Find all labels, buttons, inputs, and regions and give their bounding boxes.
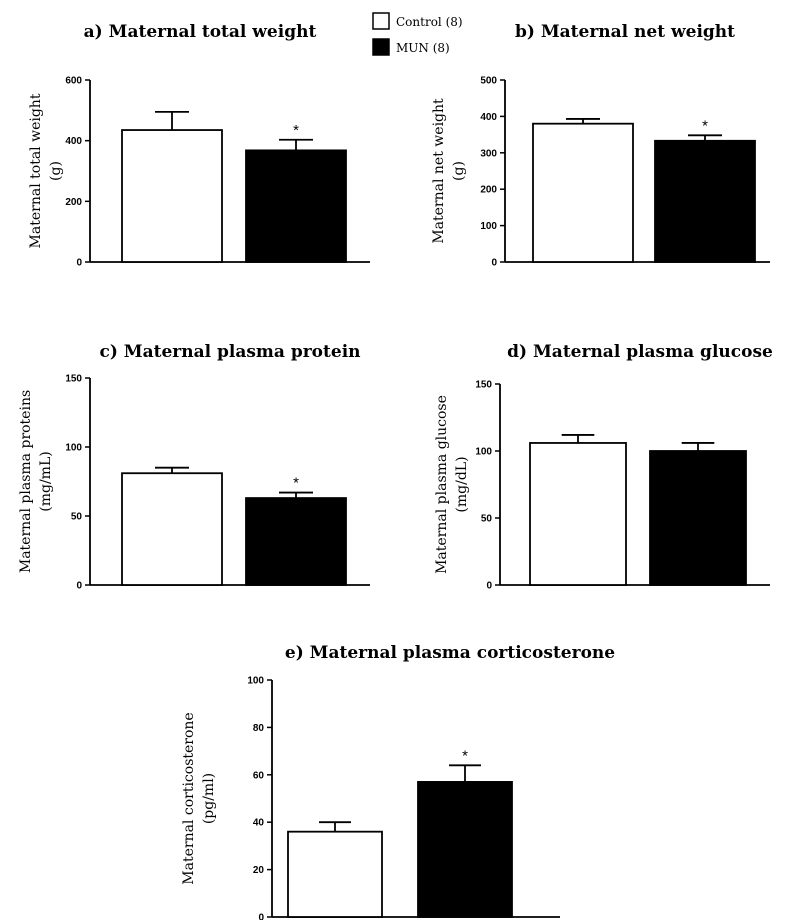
y-tick-label: 100 — [480, 221, 497, 232]
bar-mun — [417, 781, 513, 918]
y-tick-label: 0 — [486, 581, 492, 592]
y-tick-label: 0 — [491, 258, 497, 269]
y-tick-label: 60 — [253, 770, 265, 781]
y-axis-label: Maternal plasma glucose — [434, 395, 450, 574]
panel-title: e) Maternal plasma corticosterone — [285, 643, 615, 663]
legend-swatch-control — [372, 12, 390, 30]
y-axis-label: Maternal plasma proteins — [18, 390, 34, 573]
chart-panel-1: b) Maternal net weight Maternal net weigh… — [431, 22, 770, 269]
legend-label-control: Control (8) — [396, 15, 463, 29]
y-tick-label: 400 — [480, 112, 497, 123]
bar-mun — [654, 139, 756, 263]
y-tick-label: 200 — [65, 197, 82, 208]
y-axis-label: Maternal total weight — [28, 93, 44, 248]
legend-swatch-mun — [372, 38, 390, 56]
bar-mun — [649, 450, 747, 586]
significance-marker: * — [293, 122, 299, 139]
bar-control — [529, 442, 627, 586]
y-tick-label: 500 — [480, 76, 497, 87]
panel-title: c) Maternal plasma protein — [99, 342, 360, 362]
y-tick-label: 50 — [71, 512, 83, 523]
bar-mun — [245, 497, 347, 586]
y-tick-label: 0 — [76, 258, 82, 269]
panel-title: b) Maternal net weight — [515, 22, 735, 42]
significance-marker: * — [702, 117, 708, 134]
panel-title: d) Maternal plasma glucose — [507, 342, 773, 362]
y-tick-label: 0 — [258, 913, 264, 920]
y-tick-label: 100 — [65, 443, 82, 454]
legend: Control (8) MUN (8) — [372, 12, 463, 56]
y-axis-label: (pg/ml) — [201, 773, 217, 824]
chart-panel-2: c) Maternal plasma protein Maternal plasm… — [18, 342, 370, 592]
significance-marker: * — [462, 747, 468, 764]
significance-marker: * — [293, 475, 299, 492]
chart-panel-4: e) Maternal plasma corticosterone Materna… — [181, 643, 615, 920]
y-tick-label: 400 — [65, 136, 82, 147]
y-tick-label: 80 — [253, 723, 265, 734]
bar-control — [287, 830, 383, 918]
panel-title: a) Maternal total weight — [84, 22, 317, 42]
bar-control — [121, 472, 223, 586]
y-axis-label: (g) — [451, 161, 467, 181]
y-tick-label: 50 — [481, 514, 493, 525]
chart-panels: a) Maternal total weight Maternal total w… — [18, 22, 773, 920]
y-tick-label: 40 — [253, 818, 265, 829]
y-axis-label: (mg/dL) — [454, 456, 470, 512]
y-tick-label: 100 — [247, 676, 264, 687]
y-tick-label: 200 — [480, 185, 497, 196]
y-tick-label: 600 — [65, 76, 82, 87]
y-tick-label: 150 — [65, 374, 82, 385]
bar-mun — [245, 149, 347, 263]
y-tick-label: 20 — [253, 865, 265, 876]
y-axis-label: (g) — [48, 161, 64, 181]
y-tick-label: 150 — [475, 380, 492, 391]
y-tick-label: 300 — [480, 148, 497, 159]
y-axis-label: (mg/mL) — [38, 451, 54, 511]
y-axis-label: Maternal corticosterone — [181, 712, 197, 884]
chart-panel-3: d) Maternal plasma glucose Maternal plasm… — [434, 342, 773, 592]
y-tick-label: 100 — [475, 447, 492, 458]
bar-control — [532, 122, 634, 263]
legend-label-mun: MUN (8) — [396, 41, 450, 55]
y-axis-label: Maternal net weight — [431, 98, 447, 244]
chart-panel-0: a) Maternal total weight Maternal total w… — [28, 22, 370, 269]
bar-control — [121, 129, 223, 263]
y-tick-label: 0 — [76, 581, 82, 592]
